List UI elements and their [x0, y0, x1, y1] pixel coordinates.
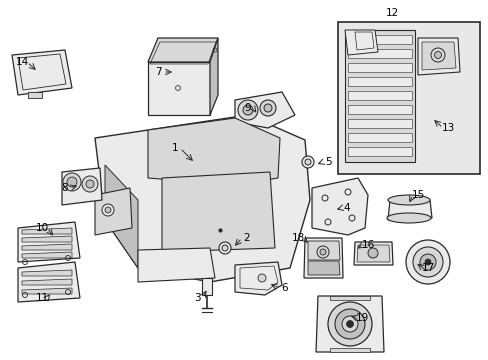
- Text: 10: 10: [35, 223, 48, 233]
- Circle shape: [341, 316, 357, 332]
- Polygon shape: [202, 278, 212, 295]
- Circle shape: [319, 249, 325, 255]
- Circle shape: [82, 176, 98, 192]
- Text: 13: 13: [441, 123, 454, 133]
- Circle shape: [334, 309, 364, 339]
- Ellipse shape: [387, 195, 429, 205]
- Polygon shape: [138, 248, 215, 282]
- Polygon shape: [22, 252, 72, 258]
- Text: 9: 9: [244, 103, 251, 113]
- Polygon shape: [421, 42, 455, 70]
- Circle shape: [105, 207, 111, 213]
- Polygon shape: [148, 118, 280, 185]
- Text: 17: 17: [421, 263, 434, 273]
- Polygon shape: [18, 262, 80, 302]
- Polygon shape: [347, 77, 411, 86]
- Polygon shape: [417, 38, 459, 75]
- Polygon shape: [22, 288, 72, 294]
- Ellipse shape: [386, 213, 430, 223]
- Polygon shape: [329, 348, 369, 352]
- Circle shape: [305, 159, 310, 165]
- Text: 7: 7: [154, 67, 161, 77]
- Polygon shape: [307, 261, 339, 275]
- Polygon shape: [353, 242, 392, 265]
- Polygon shape: [347, 119, 411, 128]
- Text: 14: 14: [15, 57, 29, 67]
- Polygon shape: [148, 38, 218, 62]
- Polygon shape: [148, 62, 209, 115]
- Polygon shape: [235, 262, 282, 295]
- Circle shape: [424, 259, 430, 265]
- Polygon shape: [95, 115, 309, 282]
- Circle shape: [258, 274, 265, 282]
- Polygon shape: [162, 172, 274, 252]
- Text: 2: 2: [243, 233, 250, 243]
- Text: 8: 8: [61, 183, 68, 193]
- Text: 16: 16: [361, 240, 374, 250]
- Circle shape: [405, 240, 449, 284]
- Polygon shape: [22, 279, 72, 285]
- Polygon shape: [345, 30, 377, 55]
- Circle shape: [67, 177, 77, 187]
- Text: 3: 3: [193, 293, 200, 303]
- Polygon shape: [95, 188, 132, 235]
- Polygon shape: [347, 63, 411, 72]
- Polygon shape: [329, 296, 369, 300]
- Text: 5: 5: [324, 157, 331, 167]
- Polygon shape: [22, 236, 72, 242]
- Polygon shape: [304, 238, 342, 278]
- Circle shape: [367, 248, 377, 258]
- Polygon shape: [347, 91, 411, 100]
- Polygon shape: [347, 105, 411, 114]
- Text: 12: 12: [385, 8, 398, 18]
- Polygon shape: [347, 49, 411, 58]
- Circle shape: [243, 105, 252, 115]
- Circle shape: [316, 246, 328, 258]
- Polygon shape: [307, 241, 339, 260]
- Text: 18: 18: [291, 233, 304, 243]
- Polygon shape: [22, 270, 72, 276]
- Polygon shape: [209, 38, 218, 115]
- Circle shape: [175, 85, 180, 90]
- Polygon shape: [22, 244, 72, 250]
- Polygon shape: [311, 178, 367, 235]
- Polygon shape: [347, 35, 411, 44]
- Text: 1: 1: [171, 143, 178, 153]
- Polygon shape: [347, 147, 411, 156]
- Text: 11: 11: [35, 293, 48, 303]
- Polygon shape: [387, 200, 431, 220]
- Polygon shape: [28, 92, 42, 98]
- Circle shape: [412, 247, 442, 277]
- Bar: [337, 22, 479, 174]
- Polygon shape: [347, 133, 411, 142]
- Polygon shape: [345, 30, 414, 162]
- Circle shape: [219, 242, 230, 254]
- Circle shape: [419, 254, 435, 270]
- Circle shape: [327, 302, 371, 346]
- Circle shape: [346, 320, 353, 328]
- Polygon shape: [12, 50, 72, 95]
- Polygon shape: [315, 296, 383, 352]
- Polygon shape: [62, 168, 102, 205]
- Text: 6: 6: [281, 283, 288, 293]
- Circle shape: [222, 245, 227, 251]
- Circle shape: [260, 100, 275, 116]
- Circle shape: [63, 173, 81, 191]
- Polygon shape: [105, 165, 138, 268]
- Circle shape: [86, 180, 94, 188]
- Circle shape: [434, 51, 441, 58]
- Circle shape: [302, 156, 313, 168]
- Circle shape: [238, 100, 258, 120]
- Polygon shape: [235, 92, 294, 128]
- Polygon shape: [22, 228, 72, 234]
- Circle shape: [430, 48, 444, 62]
- Text: 4: 4: [343, 203, 349, 213]
- Text: 19: 19: [355, 313, 368, 323]
- Circle shape: [102, 204, 114, 216]
- Polygon shape: [18, 222, 80, 262]
- Polygon shape: [356, 245, 389, 262]
- Circle shape: [264, 104, 271, 112]
- Text: 15: 15: [410, 190, 424, 200]
